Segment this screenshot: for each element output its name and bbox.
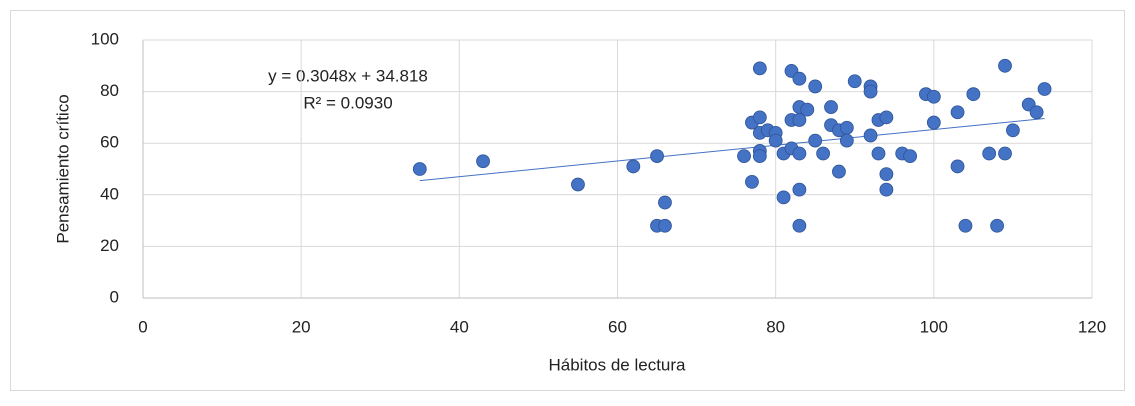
- y-tick-label: 80: [100, 81, 119, 100]
- data-point: [958, 218, 973, 233]
- data-point: [871, 146, 886, 161]
- data-point: [998, 58, 1012, 73]
- data-point: [998, 146, 1012, 161]
- data-point: [752, 61, 767, 76]
- data-point: [816, 146, 831, 161]
- data-point: [737, 149, 751, 164]
- data-point: [879, 110, 894, 125]
- data-point: [824, 100, 838, 114]
- data-point: [847, 74, 862, 89]
- x-tick-label: 20: [292, 317, 311, 336]
- data-point: [990, 218, 1004, 233]
- data-point: [792, 218, 807, 233]
- data-point: [752, 110, 767, 125]
- x-tick-label: 80: [766, 317, 785, 336]
- data-point: [832, 164, 846, 179]
- data-point: [926, 89, 941, 104]
- data-point: [626, 159, 641, 174]
- y-axis-label: Pensamiento crítico: [53, 94, 72, 243]
- data-point: [792, 146, 807, 161]
- x-axis-label: Hábitos de lectura: [548, 355, 686, 374]
- data-point: [776, 190, 791, 205]
- data-point: [808, 79, 823, 94]
- x-tick-label: 100: [920, 317, 948, 336]
- data-point: [658, 218, 672, 233]
- data-point: [1037, 82, 1052, 96]
- data-point: [839, 120, 854, 135]
- data-point: [650, 149, 664, 164]
- data-point: [792, 113, 807, 127]
- data-point: [839, 133, 854, 148]
- y-tick-label: 20: [100, 236, 119, 255]
- x-tick-label: 120: [1078, 317, 1106, 336]
- data-point: [476, 154, 490, 169]
- data-point: [966, 87, 981, 102]
- data-point: [745, 174, 759, 189]
- data-point: [879, 182, 894, 197]
- data-point: [879, 167, 894, 182]
- x-tick-label: 60: [608, 317, 627, 336]
- data-point: [571, 177, 585, 192]
- data-point: [1029, 105, 1044, 120]
- data-point: [792, 71, 807, 86]
- data-point: [752, 149, 767, 164]
- data-point: [658, 195, 672, 210]
- x-tick-label: 0: [138, 317, 147, 336]
- data-point: [808, 133, 823, 148]
- chart-border: [10, 10, 1125, 391]
- data-point: [982, 146, 997, 161]
- data-point: [950, 159, 965, 174]
- data-point: [800, 102, 815, 117]
- y-tick-label: 0: [110, 287, 119, 306]
- trendline: [419, 118, 1045, 182]
- data-point: [863, 128, 878, 143]
- y-tick-label: 100: [91, 29, 119, 48]
- data-point: [863, 84, 878, 99]
- data-point: [412, 162, 427, 176]
- data-point: [1006, 123, 1020, 138]
- y-tick-label: 40: [100, 184, 119, 203]
- trendline-equation: y = 0.3048x + 34.818: [268, 66, 428, 85]
- y-tick-label: 60: [100, 133, 119, 152]
- data-point: [950, 105, 965, 120]
- data-point: [903, 149, 918, 164]
- data-point: [792, 182, 807, 197]
- trendline-r2: R² = 0.0930: [303, 93, 392, 112]
- data-point: [768, 133, 783, 148]
- x-tick-label: 40: [450, 317, 469, 336]
- data-point: [926, 115, 941, 130]
